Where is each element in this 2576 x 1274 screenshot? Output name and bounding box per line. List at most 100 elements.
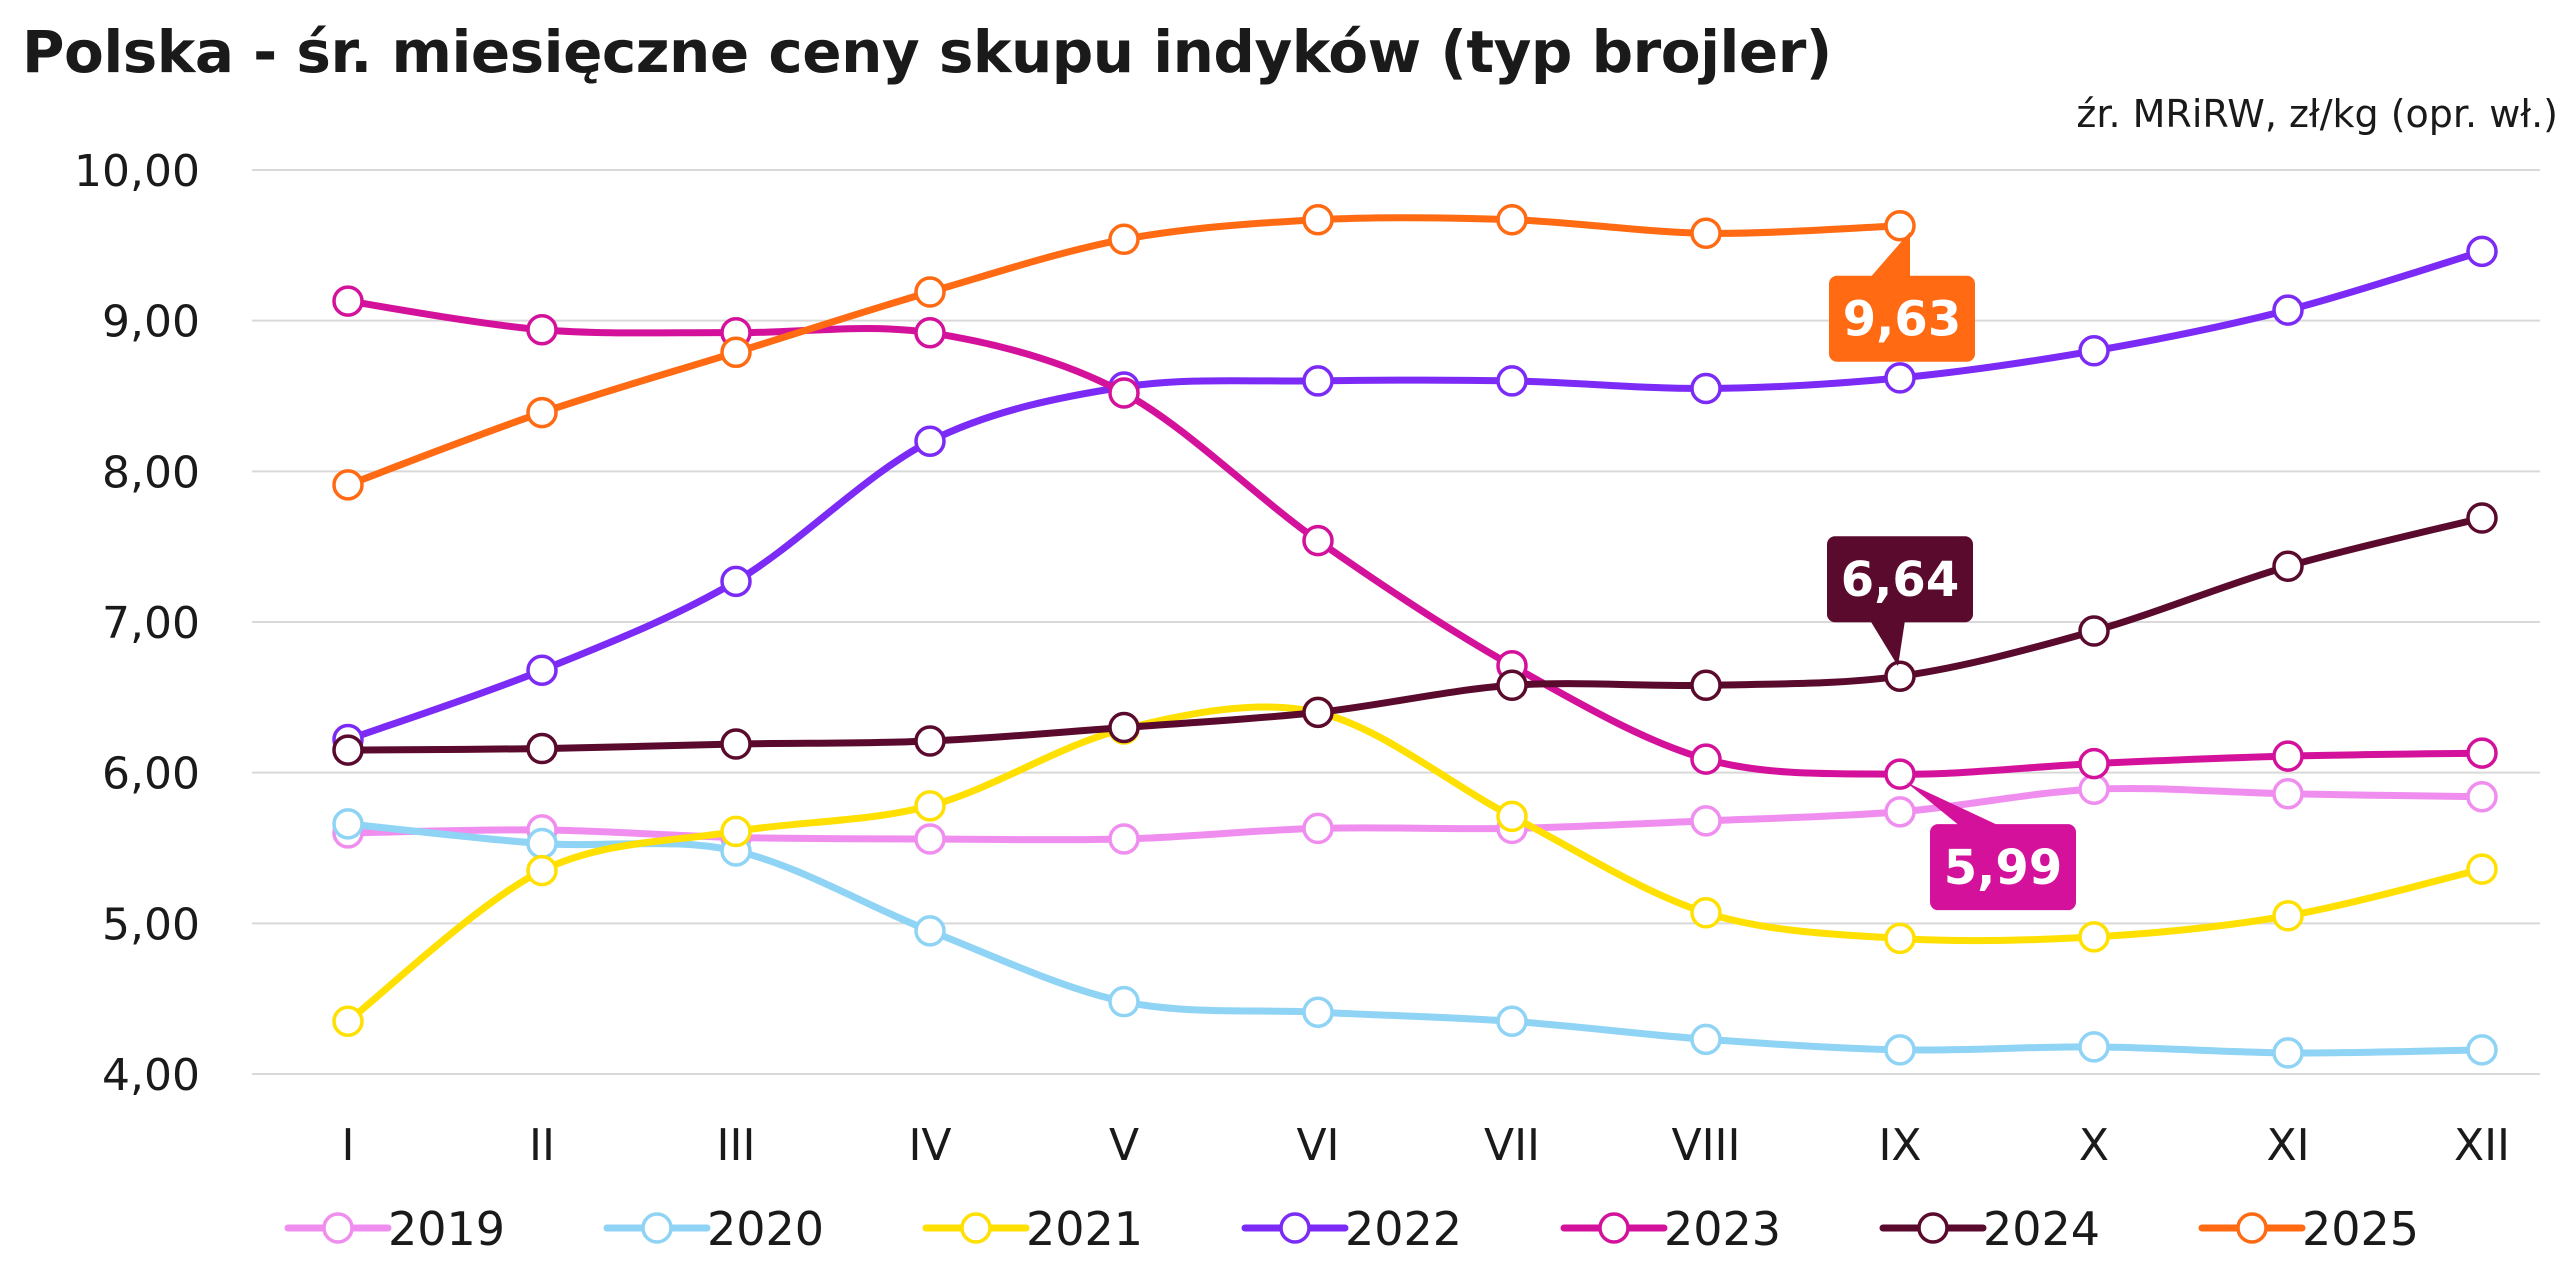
data-point-2022-viii bbox=[1690, 372, 1722, 405]
y-tick-label: 8,00 bbox=[102, 447, 200, 498]
data-point-2023-viii bbox=[1690, 743, 1722, 775]
x-tick-label-vi: VI bbox=[1296, 1120, 1339, 1171]
callout-box bbox=[1827, 536, 1973, 623]
legend-item-2021: 2021 bbox=[922, 1202, 1143, 1256]
series-line-2019 bbox=[344, 784, 2486, 844]
x-tick-label-viii: VIII bbox=[1671, 1120, 1740, 1171]
legend-swatch-marker bbox=[1917, 1212, 1949, 1244]
data-point-2022-vi bbox=[1302, 365, 1334, 397]
series-line-2022 bbox=[344, 247, 2486, 744]
data-point-2025-vii bbox=[1496, 203, 1528, 236]
data-point-2020-x bbox=[2078, 1031, 2110, 1063]
data-point-2024-vi bbox=[1302, 696, 1334, 729]
legend-label: 2019 bbox=[388, 1202, 505, 1256]
x-tick-label-x: X bbox=[2079, 1120, 2109, 1171]
legend-swatch-marker bbox=[1598, 1212, 1630, 1244]
data-point-2020-i bbox=[332, 808, 364, 840]
x-tick-label-iv: IV bbox=[908, 1120, 951, 1171]
data-point-2024-x bbox=[2078, 615, 2110, 647]
data-point-2019-ix bbox=[1884, 796, 1916, 828]
data-point-2023-ii bbox=[526, 313, 558, 346]
series-line-2021 bbox=[344, 703, 2486, 1025]
y-tick-label: 7,00 bbox=[102, 598, 200, 649]
chart-source: źr. MRiRW, zł/kg (opr. wł.) bbox=[2076, 92, 2558, 136]
legend-label: 2020 bbox=[707, 1202, 824, 1256]
data-point-2025-ii bbox=[526, 396, 558, 429]
data-point-2020-viii bbox=[1690, 1023, 1722, 1056]
data-point-2020-xi bbox=[2272, 1037, 2304, 1069]
series-line-2020 bbox=[344, 820, 2486, 1057]
data-point-2023-i bbox=[332, 285, 364, 317]
callout-2023: 5,99 bbox=[1906, 782, 2076, 911]
x-tick-label-ii: II bbox=[529, 1120, 555, 1171]
callout-pointer bbox=[1906, 782, 2000, 827]
data-point-2025-vi bbox=[1302, 203, 1334, 236]
data-point-2022-ix bbox=[1884, 362, 1916, 394]
data-point-2019-viii bbox=[1690, 805, 1722, 837]
y-axis-ticks: 4,00 5,00 6,00 7,00 8,00 9,00 10,00 bbox=[74, 146, 200, 1101]
data-point-2024-ix bbox=[1884, 660, 1916, 692]
data-point-2022-iii bbox=[720, 565, 752, 598]
data-point-2021-xii bbox=[2466, 853, 2498, 885]
data-point-2021-iv bbox=[914, 790, 946, 822]
data-point-2022-x bbox=[2078, 335, 2110, 367]
x-tick-label-xii: XII bbox=[2454, 1120, 2510, 1171]
data-point-2024-i bbox=[332, 734, 364, 766]
series-2020 bbox=[332, 808, 2498, 1069]
data-point-2022-xii bbox=[2466, 235, 2498, 268]
legend-item-2025: 2025 bbox=[2198, 1202, 2419, 1256]
data-point-2021-i bbox=[332, 1005, 364, 1038]
legend-swatch-marker bbox=[322, 1212, 354, 1244]
x-tick-label-xi: XI bbox=[2266, 1120, 2309, 1171]
data-point-2019-iv bbox=[914, 823, 946, 855]
data-point-2019-v bbox=[1108, 823, 1140, 855]
grid-lines bbox=[252, 169, 2540, 1075]
legend-swatch-marker bbox=[960, 1212, 992, 1244]
data-point-2023-x bbox=[2078, 747, 2110, 780]
legend: 2019 2020 2021 2022 2023 2024 2025 bbox=[284, 1202, 2419, 1256]
data-point-2022-ii bbox=[526, 654, 558, 686]
data-point-2024-xii bbox=[2466, 502, 2498, 534]
data-point-2024-v bbox=[1108, 711, 1140, 744]
data-point-2021-viii bbox=[1690, 897, 1722, 929]
callout-box bbox=[1930, 824, 2076, 911]
data-point-2024-ii bbox=[526, 732, 558, 765]
data-point-2025-iii bbox=[720, 336, 752, 369]
callout-value: 9,63 bbox=[1843, 292, 1961, 348]
callout-box bbox=[1829, 275, 1975, 362]
data-point-2025-viii bbox=[1690, 217, 1722, 250]
series-lines bbox=[332, 203, 2498, 1069]
data-point-2025-i bbox=[332, 469, 364, 501]
series-2022 bbox=[332, 235, 2498, 756]
callout-value: 6,64 bbox=[1841, 552, 1959, 608]
data-point-2021-iii bbox=[720, 815, 752, 848]
data-point-2021-x bbox=[2078, 921, 2110, 953]
y-tick-label: 10,00 bbox=[74, 146, 200, 197]
data-point-2020-xii bbox=[2466, 1034, 2498, 1066]
x-tick-label-v: V bbox=[1109, 1120, 1139, 1171]
callout-pointer bbox=[1870, 620, 1905, 667]
data-point-2023-xii bbox=[2466, 737, 2498, 769]
data-point-2019-xii bbox=[2466, 781, 2498, 813]
data-point-2024-iii bbox=[720, 728, 752, 760]
data-point-2023-iv bbox=[914, 316, 946, 349]
data-point-2019-xi bbox=[2272, 778, 2304, 810]
data-point-2022-iv bbox=[914, 425, 946, 457]
legend-item-2022: 2022 bbox=[1241, 1202, 1462, 1256]
legend-item-2020: 2020 bbox=[603, 1202, 824, 1256]
data-point-2021-vii bbox=[1496, 800, 1528, 833]
y-tick-label: 6,00 bbox=[102, 749, 200, 800]
series-line-2025 bbox=[344, 214, 1904, 489]
data-point-2020-vi bbox=[1302, 996, 1334, 1028]
data-point-2024-viii bbox=[1690, 669, 1722, 702]
data-point-2020-iv bbox=[914, 915, 946, 947]
x-tick-label-vii: VII bbox=[1484, 1120, 1540, 1171]
data-point-2023-xi bbox=[2272, 740, 2304, 772]
x-tick-label-iii: III bbox=[717, 1120, 756, 1171]
legend-swatch-marker bbox=[1279, 1212, 1311, 1244]
data-point-2024-xi bbox=[2272, 550, 2304, 583]
callout-2025: 9,63 bbox=[1829, 231, 1975, 362]
data-point-2022-vii bbox=[1496, 365, 1528, 397]
legend-label: 2024 bbox=[1983, 1202, 2100, 1256]
